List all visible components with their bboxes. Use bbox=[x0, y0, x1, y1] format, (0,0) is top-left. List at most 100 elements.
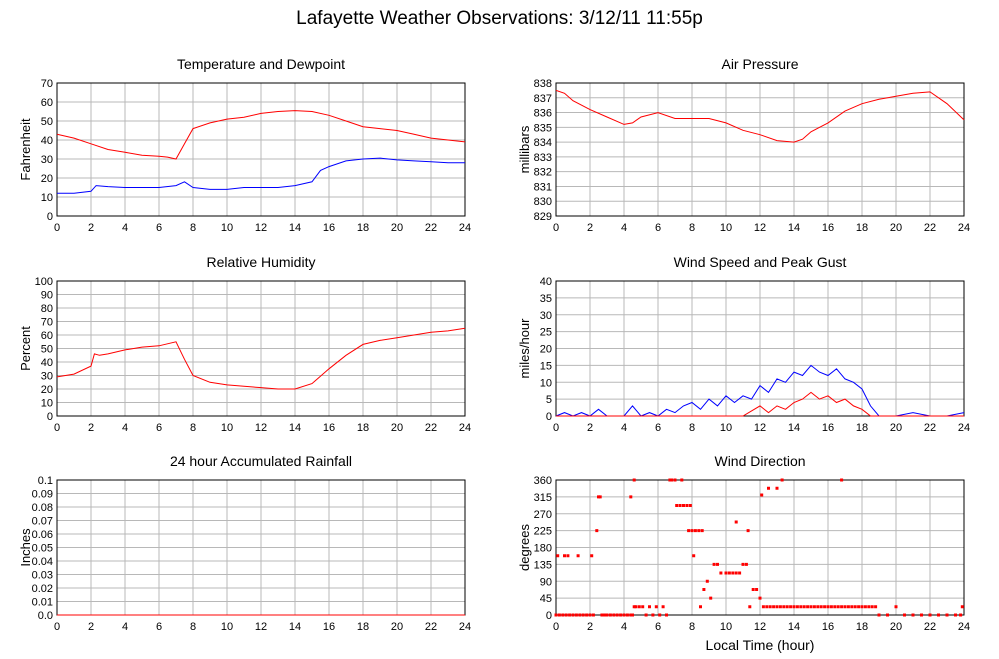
y-tick-label: 40 bbox=[540, 276, 552, 288]
data-point bbox=[960, 605, 964, 609]
data-point bbox=[867, 605, 871, 609]
data-point bbox=[619, 613, 623, 617]
x-tick-label: 16 bbox=[323, 621, 335, 633]
data-point bbox=[741, 562, 745, 566]
x-tick-label: 20 bbox=[391, 422, 403, 434]
x-tick-label: 6 bbox=[156, 222, 162, 234]
y-tick-label: 0.06 bbox=[32, 529, 53, 541]
series-line-0 bbox=[56, 327, 466, 390]
x-tick-label: 16 bbox=[822, 621, 834, 633]
data-point bbox=[629, 495, 633, 499]
data-point bbox=[785, 605, 789, 609]
data-point bbox=[631, 613, 634, 617]
data-point bbox=[641, 605, 645, 609]
data-point bbox=[625, 613, 629, 617]
x-tick-label: 14 bbox=[289, 422, 301, 434]
x-tick-label: 18 bbox=[357, 621, 369, 633]
data-point bbox=[634, 605, 638, 609]
y-tick-label: 30 bbox=[41, 371, 53, 383]
y-tick-label: 829 bbox=[534, 211, 552, 223]
data-point bbox=[648, 605, 651, 609]
y-tick-label: 0 bbox=[546, 411, 552, 423]
data-point bbox=[806, 605, 810, 609]
x-tick-label: 24 bbox=[459, 422, 471, 434]
data-point bbox=[768, 605, 772, 609]
chart-title: 24 hour Accumulated Rainfall bbox=[170, 453, 352, 469]
plot-frame bbox=[56, 82, 466, 217]
plot-frame bbox=[555, 280, 965, 417]
data-point bbox=[702, 588, 706, 591]
data-point bbox=[697, 529, 701, 533]
data-point bbox=[744, 562, 748, 566]
data-point bbox=[833, 605, 837, 609]
data-point bbox=[675, 504, 679, 507]
data-point bbox=[700, 529, 704, 533]
data-point bbox=[761, 605, 765, 609]
y-tick-label: 90 bbox=[540, 576, 552, 588]
y-tick-label: 40 bbox=[41, 135, 53, 147]
y-tick-label: 90 bbox=[41, 290, 53, 302]
data-point bbox=[632, 605, 636, 609]
series-line-0 bbox=[555, 89, 965, 143]
x-tick-label: 20 bbox=[890, 422, 902, 434]
y-tick-label: 836 bbox=[534, 108, 552, 120]
x-tick-label: 0 bbox=[553, 621, 559, 633]
y-tick-label: 10 bbox=[540, 377, 552, 389]
x-tick-label: 10 bbox=[221, 422, 233, 434]
y-tick-label: 100 bbox=[35, 276, 53, 288]
y-tick-label: 20 bbox=[540, 344, 552, 356]
data-point bbox=[937, 613, 940, 617]
y-tick-label: 20 bbox=[41, 384, 53, 396]
data-point bbox=[687, 529, 691, 533]
data-point bbox=[637, 605, 641, 609]
y-tick-label: 832 bbox=[534, 167, 552, 179]
data-point bbox=[564, 613, 568, 617]
data-point bbox=[688, 504, 692, 507]
x-tick-label: 8 bbox=[190, 422, 196, 434]
x-tick-label: 14 bbox=[289, 621, 301, 633]
data-point bbox=[775, 605, 779, 609]
x-tick-label: 10 bbox=[720, 222, 732, 234]
data-point bbox=[632, 478, 636, 482]
y-tick-label: 831 bbox=[534, 181, 552, 193]
x-tick-label: 6 bbox=[655, 222, 661, 234]
y-tick-label: 360 bbox=[534, 475, 552, 487]
data-point bbox=[829, 605, 833, 609]
x-tick-label: 2 bbox=[587, 621, 593, 633]
y-tick-label: 835 bbox=[534, 122, 552, 134]
x-tick-label: 6 bbox=[156, 422, 162, 434]
x-tick-label: 20 bbox=[890, 621, 902, 633]
data-point bbox=[622, 613, 626, 617]
plot-frame bbox=[56, 280, 466, 417]
data-point bbox=[699, 605, 702, 609]
y-tick-label: 35 bbox=[540, 293, 552, 305]
data-point bbox=[775, 486, 779, 490]
data-point bbox=[782, 605, 786, 609]
data-point bbox=[874, 605, 878, 609]
y-tick-label: 0.03 bbox=[32, 570, 53, 582]
data-point bbox=[780, 478, 784, 482]
x-tick-label: 14 bbox=[788, 621, 800, 633]
data-point bbox=[670, 478, 674, 482]
x-tick-label: 18 bbox=[856, 621, 868, 633]
x-tick-label: 16 bbox=[822, 422, 834, 434]
x-tick-label: 22 bbox=[924, 222, 936, 234]
data-point bbox=[608, 613, 612, 617]
data-point bbox=[724, 571, 728, 575]
x-tick-label: 24 bbox=[958, 222, 970, 234]
x-tick-label: 10 bbox=[720, 422, 732, 434]
y-tick-label: 830 bbox=[534, 196, 552, 208]
x-tick-label: 0 bbox=[553, 422, 559, 434]
x-tick-label: 18 bbox=[856, 222, 868, 234]
data-point bbox=[585, 613, 589, 617]
data-point bbox=[654, 605, 658, 609]
data-point bbox=[556, 554, 560, 558]
data-point bbox=[758, 596, 762, 600]
y-tick-label: 833 bbox=[534, 152, 552, 164]
plot-frame bbox=[555, 82, 965, 217]
data-point bbox=[860, 605, 864, 609]
x-tick-label: 16 bbox=[323, 422, 335, 434]
